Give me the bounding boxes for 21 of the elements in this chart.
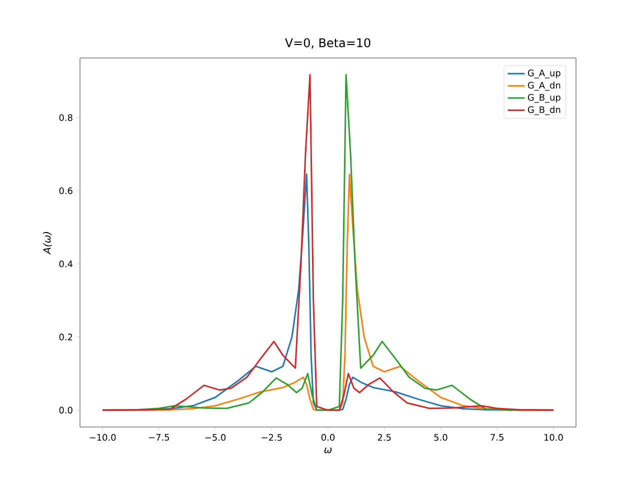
- chart-title: V=0, Beta=10: [284, 38, 370, 48]
- x-tick-label: −2.5: [262, 434, 282, 441]
- y-tick-label: 0.2: [59, 334, 72, 340]
- x-tick-label: 7.5: [490, 434, 504, 441]
- y-tick-label: 0.8: [59, 114, 72, 121]
- legend-label: G_A_up: [528, 70, 560, 78]
- y-tick-label: 0.4: [59, 260, 72, 268]
- x-tick-label: −10.0: [90, 434, 116, 441]
- legend-label: G_B_dn: [528, 106, 560, 116]
- legend-label: G_B_up: [528, 94, 560, 103]
- x-tick-label: −7.5: [148, 434, 170, 441]
- x-tick-label: 5.0: [434, 434, 448, 441]
- x-tick-label: −5.0: [205, 434, 226, 441]
- x-tick-label: 10.0: [544, 434, 563, 441]
- y-axis-title: A(ω): [43, 232, 52, 254]
- x-axis-title: ω: [324, 448, 332, 454]
- x-tick-label: 0.0: [321, 434, 335, 441]
- y-tick-label: 0.0: [59, 406, 72, 414]
- legend-label: G_A_dn: [528, 82, 560, 91]
- x-tick-label: 2.5: [378, 434, 391, 441]
- y-tick-label: 0.6: [59, 187, 72, 194]
